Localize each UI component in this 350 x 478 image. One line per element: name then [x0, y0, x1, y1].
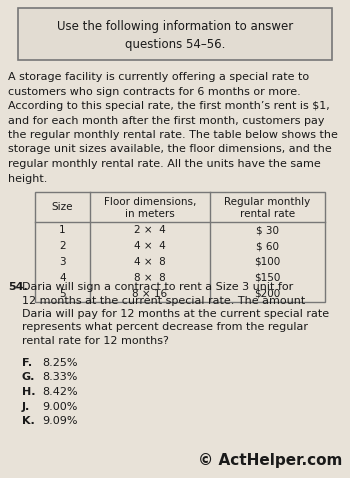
- Text: 8 × 16: 8 × 16: [132, 289, 168, 299]
- Bar: [35, 192, 325, 302]
- Text: Floor dimensions,: Floor dimensions,: [104, 197, 196, 207]
- Text: rental rate for 12 months?: rental rate for 12 months?: [22, 336, 169, 346]
- Text: 2 ×  4: 2 × 4: [134, 225, 166, 235]
- Text: in meters: in meters: [125, 209, 175, 219]
- Text: According to this special rate, the first month’s rent is $1,: According to this special rate, the firs…: [8, 101, 330, 111]
- Text: storage unit sizes available, the floor dimensions, and the: storage unit sizes available, the floor …: [8, 144, 332, 154]
- Text: 8.33%: 8.33%: [42, 372, 77, 382]
- Text: customers who sign contracts for 6 months or more.: customers who sign contracts for 6 month…: [8, 87, 301, 97]
- Text: height.: height.: [8, 174, 47, 184]
- Text: $200: $200: [254, 289, 281, 299]
- Text: 4 ×  8: 4 × 8: [134, 257, 166, 267]
- Text: 9.09%: 9.09%: [42, 416, 77, 426]
- Text: 5: 5: [59, 289, 66, 299]
- Text: 4: 4: [59, 273, 66, 283]
- Bar: [18, 8, 332, 60]
- Text: questions 54–56.: questions 54–56.: [125, 37, 225, 51]
- Text: K.: K.: [22, 416, 35, 426]
- Text: 3: 3: [59, 257, 66, 267]
- Text: Daria will pay for 12 months at the current special rate: Daria will pay for 12 months at the curr…: [22, 309, 329, 319]
- Text: 4 ×  4: 4 × 4: [134, 241, 166, 251]
- Text: F.: F.: [22, 358, 32, 368]
- Text: regular monthly rental rate. All the units have the same: regular monthly rental rate. All the uni…: [8, 159, 321, 169]
- Text: H.: H.: [22, 387, 35, 397]
- Text: © ActHelper.com: © ActHelper.com: [198, 453, 342, 468]
- Text: $ 30: $ 30: [256, 225, 279, 235]
- Text: A storage facility is currently offering a special rate to: A storage facility is currently offering…: [8, 72, 309, 82]
- Text: $100: $100: [254, 257, 281, 267]
- Text: rental rate: rental rate: [240, 209, 295, 219]
- Text: 1: 1: [59, 225, 66, 235]
- Text: Daria will sign a contract to rent a Size 3 unit for: Daria will sign a contract to rent a Siz…: [22, 282, 293, 292]
- Text: 12 months at the current special rate. The amount: 12 months at the current special rate. T…: [22, 295, 305, 305]
- Text: $ 60: $ 60: [256, 241, 279, 251]
- Text: Use the following information to answer: Use the following information to answer: [57, 20, 293, 33]
- Text: 54.: 54.: [8, 282, 28, 292]
- Text: G.: G.: [22, 372, 35, 382]
- Text: and for each month after the first month, customers pay: and for each month after the first month…: [8, 116, 324, 126]
- Text: Regular monthly: Regular monthly: [224, 197, 311, 207]
- Text: Size: Size: [52, 202, 73, 212]
- Text: 8.25%: 8.25%: [42, 358, 77, 368]
- Text: 8.42%: 8.42%: [42, 387, 78, 397]
- Text: the regular monthly rental rate. The table below shows the: the regular monthly rental rate. The tab…: [8, 130, 338, 140]
- Text: 9.00%: 9.00%: [42, 402, 77, 412]
- Text: 8 ×  8: 8 × 8: [134, 273, 166, 283]
- Text: J.: J.: [22, 402, 30, 412]
- Text: represents what percent decrease from the regular: represents what percent decrease from th…: [22, 323, 308, 333]
- Text: 2: 2: [59, 241, 66, 251]
- Text: $150: $150: [254, 273, 281, 283]
